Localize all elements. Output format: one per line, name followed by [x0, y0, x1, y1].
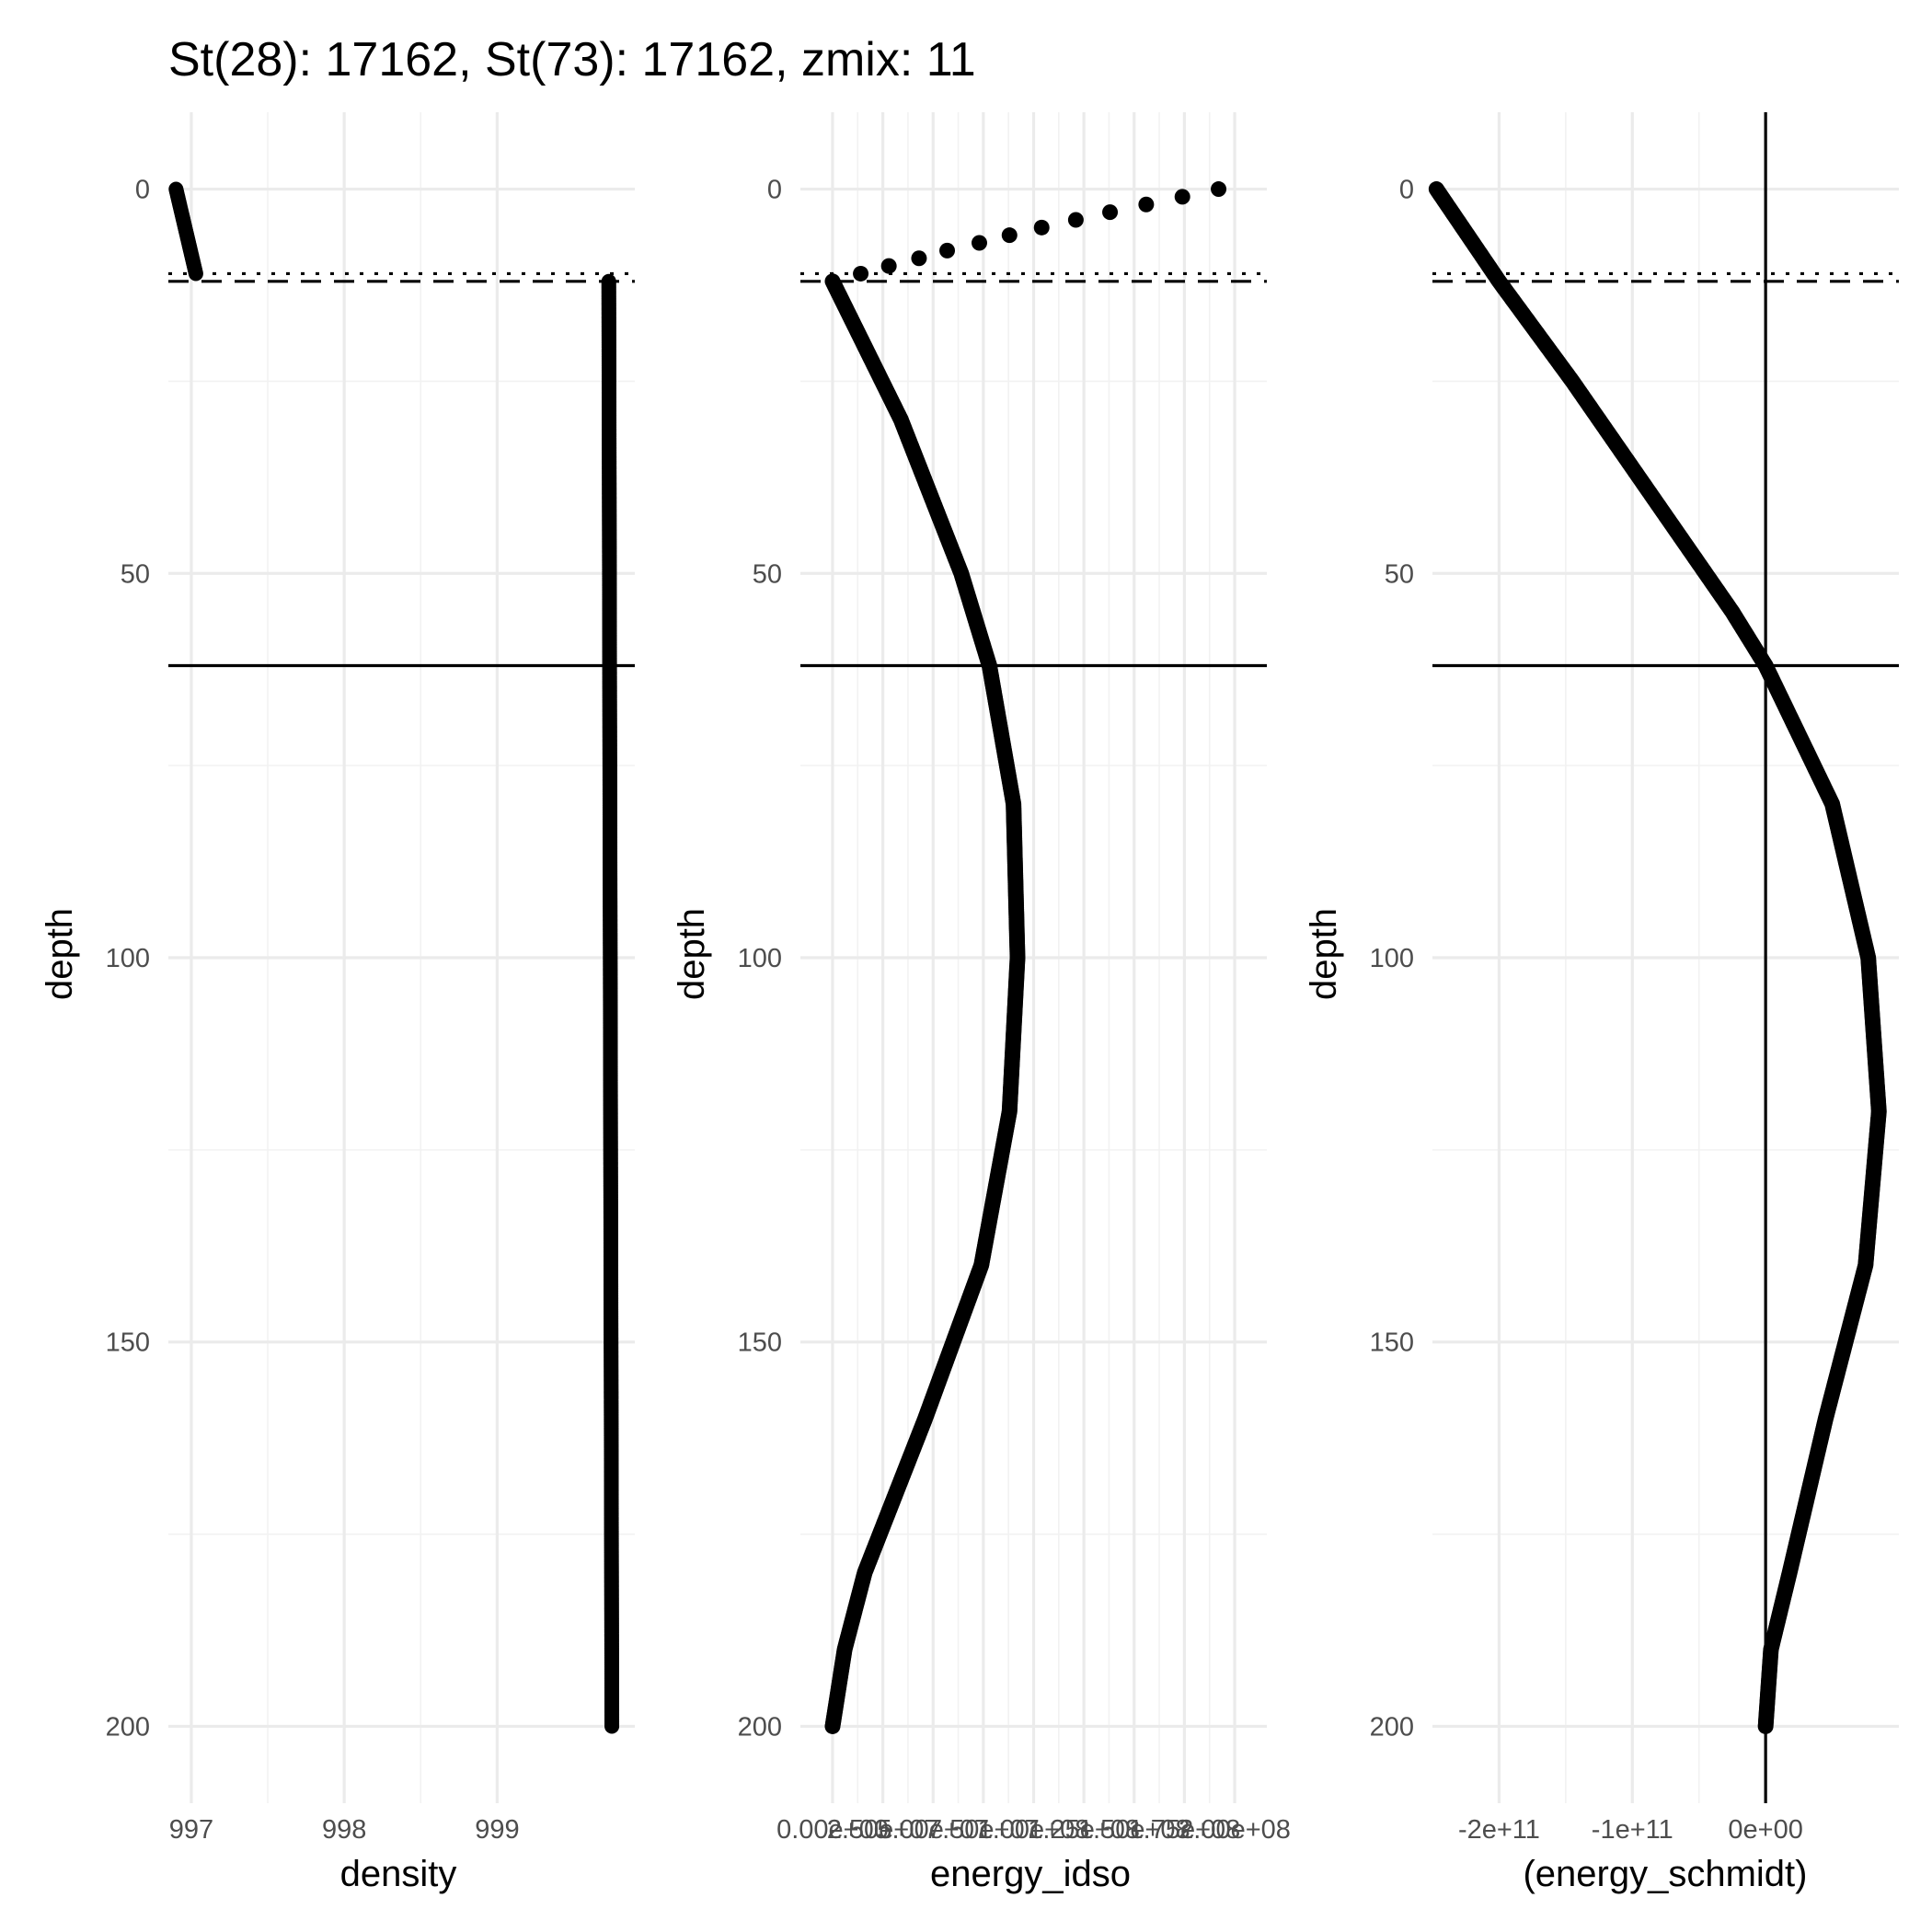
y-tick-label: 100 [738, 944, 782, 973]
data-point [604, 1719, 620, 1734]
chart-title: St(28): 17162, St(73): 17162, zmix: 11 [168, 33, 976, 86]
energy-idso-y-axis-title: depth [672, 908, 712, 1000]
density-y-tick-labels: 0 50 100 150 200 [106, 176, 150, 1742]
x-tick-label: 1.25e+08 [1028, 1815, 1140, 1845]
data-point [824, 1718, 841, 1734]
energy-idso-reference-lines [800, 271, 1267, 668]
energy-schmidt-points [1428, 181, 1887, 1734]
data-point [1174, 189, 1190, 205]
data-point [853, 265, 869, 282]
data-point [1067, 212, 1084, 228]
data-point [1211, 181, 1227, 198]
x-tick-label: 997 [169, 1815, 213, 1845]
data-point [1033, 219, 1050, 236]
density-grid [168, 112, 635, 1803]
energy-idso-x-tick-labels: 0.00e+002.50e+075.00e+077.50e+071.00e+08… [776, 1815, 1291, 1845]
x-tick-label: -1e+11 [1592, 1815, 1673, 1845]
y-tick-label: 150 [106, 1328, 150, 1358]
energy-schmidt-y-tick-labels: 0 50 100 150 200 [1370, 176, 1414, 1742]
density-reference-lines [168, 271, 635, 668]
y-tick-label: 50 [121, 559, 150, 589]
energy-idso-panel: 0 50 100 150 200 0.00e+002.50e+075.00e+077.5… [672, 112, 1291, 1894]
energy-idso-x-axis-title: energy_idso [930, 1854, 1131, 1894]
data-point [1138, 196, 1155, 213]
data-point [1757, 1718, 1774, 1734]
density-x-axis-title: density [340, 1854, 457, 1894]
density-y-axis-title: depth [40, 908, 80, 1000]
density-x-tick-labels: 997 998 999 [169, 1815, 520, 1845]
density-points [168, 181, 620, 1734]
x-tick-label: 0.00e+00 [776, 1815, 889, 1845]
y-tick-label: 0 [1399, 176, 1414, 205]
x-tick-label: 5.00e+07 [877, 1815, 989, 1845]
x-tick-label: 2.00e+08 [1179, 1815, 1291, 1845]
x-tick-label: 0e+00 [1728, 1815, 1802, 1845]
energy-schmidt-x-axis-title: (energy_schmidt) [1523, 1854, 1807, 1894]
y-tick-label: 100 [106, 944, 150, 973]
x-tick-label: 1.00e+08 [978, 1815, 1090, 1845]
data-point [971, 235, 987, 251]
y-tick-label: 200 [1370, 1712, 1414, 1742]
x-tick-label: 2.50e+07 [827, 1815, 939, 1845]
y-tick-label: 50 [753, 559, 782, 589]
y-tick-label: 0 [767, 176, 782, 205]
x-tick-label: -2e+11 [1458, 1815, 1540, 1845]
x-tick-label: 7.50e+07 [927, 1815, 1040, 1845]
energy-schmidt-reference-lines [1432, 112, 1899, 1803]
x-tick-label: 998 [322, 1815, 366, 1845]
density-panel: 0 50 100 150 200 997 998 999 density depth [40, 112, 635, 1894]
y-tick-label: 100 [1370, 944, 1414, 973]
x-tick-label: 1.50e+08 [1078, 1815, 1190, 1845]
data-point [939, 242, 956, 259]
data-point [1102, 204, 1119, 221]
data-point [1001, 227, 1018, 244]
x-tick-label: 999 [475, 1815, 519, 1845]
energy-schmidt-x-tick-labels: -2e+11 -1e+11 0e+00 [1458, 1815, 1803, 1845]
y-tick-label: 150 [738, 1328, 782, 1358]
energy-schmidt-grid [1432, 112, 1899, 1803]
y-tick-label: 50 [1385, 559, 1414, 589]
y-tick-label: 200 [738, 1712, 782, 1742]
data-point [911, 250, 927, 267]
energy-schmidt-panel: 0 50 100 150 200 -2e+11 -1e+11 0e+00 (energy_s… [1304, 112, 1899, 1894]
x-tick-label: 1.75e+08 [1129, 1815, 1241, 1845]
y-tick-label: 0 [135, 176, 150, 205]
y-tick-label: 150 [1370, 1328, 1414, 1358]
energy-schmidt-y-axis-title: depth [1304, 908, 1344, 1000]
data-point [880, 258, 897, 274]
energy-idso-points [824, 181, 1227, 1734]
data-point [188, 266, 203, 282]
y-tick-label: 200 [106, 1712, 150, 1742]
energy-idso-y-tick-labels: 0 50 100 150 200 [738, 176, 782, 1742]
